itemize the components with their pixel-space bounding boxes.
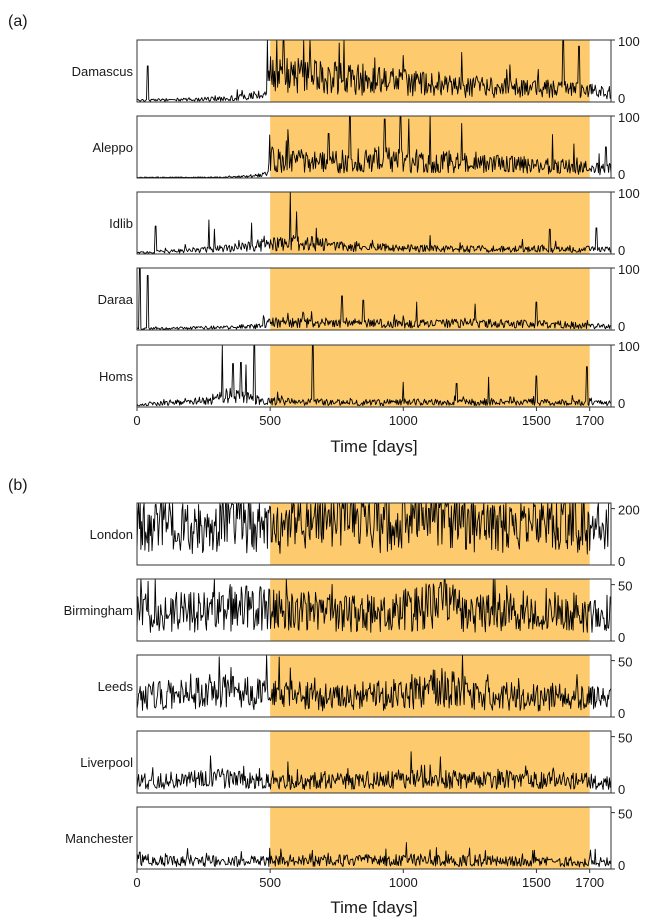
x-axis-title: Time [days] <box>330 437 417 456</box>
y-tick-label: 100 <box>618 186 640 201</box>
x-tick-label: 0 <box>133 413 140 428</box>
y-tick-label: 0 <box>618 858 625 873</box>
series-name-label: Leeds <box>98 679 134 694</box>
x-tick-label: 1700 <box>575 875 604 890</box>
subplot-frame <box>136 39 612 103</box>
y-tick-label: 0 <box>618 630 625 645</box>
subplot-frame <box>136 344 612 408</box>
panel-label: (a) <box>8 13 28 30</box>
series-name-label: Liverpool <box>80 755 133 770</box>
y-tick-label: 100 <box>618 34 640 49</box>
chart-panel-b: (b)London0200Birmingham050Leeds050Liverp… <box>8 477 640 917</box>
series-name-label: Manchester <box>65 831 134 846</box>
series-name-label: Damascus <box>72 64 134 79</box>
series-line-leeds <box>136 654 612 712</box>
subplot-daraa: Daraa 0 100 <box>98 262 640 334</box>
series-line-daraa <box>136 267 612 330</box>
subplot-frame <box>136 267 612 331</box>
subplot-liverpool: Liverpool 0 50 <box>80 730 632 797</box>
series-line-manchester <box>136 842 612 868</box>
subplot-frame <box>136 806 612 870</box>
y-tick-label: 0 <box>618 396 625 411</box>
subplot-damascus: Damascus 0 100 <box>72 34 640 106</box>
y-tick-label: 100 <box>618 110 640 125</box>
subplot-frame <box>136 654 612 718</box>
x-tick-label: 1000 <box>389 413 418 428</box>
series-line-homs <box>136 344 612 407</box>
subplot-birmingham: Birmingham 0 50 <box>64 578 632 645</box>
panel-label: (b) <box>8 477 28 494</box>
series-line-idlib <box>136 191 612 254</box>
subplot-london: London 0 200 <box>90 502 640 569</box>
y-tick-label: 0 <box>618 91 625 106</box>
y-tick-label: 100 <box>618 262 640 277</box>
y-tick-label: 50 <box>618 579 632 594</box>
subplot-frame <box>136 578 612 642</box>
highlight-span <box>270 655 590 717</box>
series-name-label: Homs <box>99 369 133 384</box>
series-name-label: Daraa <box>98 292 134 307</box>
subplot-frame <box>136 502 612 566</box>
series-line-birmingham <box>136 578 612 633</box>
y-tick-label: 200 <box>618 503 640 518</box>
y-tick-label: 50 <box>618 807 632 822</box>
subplot-idlib: Idlib 0 100 <box>109 186 640 258</box>
highlight-span <box>270 268 590 330</box>
x-tick-label: 1500 <box>522 875 551 890</box>
y-tick-label: 0 <box>618 243 625 258</box>
y-tick-label: 0 <box>618 167 625 182</box>
highlight-span <box>270 345 590 407</box>
x-tick-label: 1500 <box>522 413 551 428</box>
y-tick-label: 100 <box>618 339 640 354</box>
y-tick-label: 0 <box>618 554 625 569</box>
y-tick-label: 50 <box>618 655 632 670</box>
x-tick-label: 0 <box>133 875 140 890</box>
subplot-frame <box>136 191 612 255</box>
series-name-label: Aleppo <box>93 140 133 155</box>
series-name-label: London <box>90 527 133 542</box>
series-name-label: Idlib <box>109 216 133 231</box>
series-line-liverpool <box>136 751 612 790</box>
series-line-aleppo <box>136 115 612 179</box>
x-tick-label: 500 <box>259 875 281 890</box>
chart-panel-a: (a) Damascus 0 100 Aleppo 0 100 Idlib 0 100 Daraa 0… <box>8 13 640 456</box>
subplot-aleppo: Aleppo 0 100 <box>93 110 640 182</box>
y-tick-label: 0 <box>618 706 625 721</box>
x-tick-label: 1700 <box>575 413 604 428</box>
subplot-frame <box>136 730 612 794</box>
subplot-frame <box>136 115 612 179</box>
series-line-london <box>136 502 611 555</box>
series-line-damascus <box>136 39 612 102</box>
series-name-label: Birmingham <box>64 603 133 618</box>
y-tick-label: 50 <box>618 731 632 746</box>
y-tick-label: 0 <box>618 782 625 797</box>
y-tick-label: 0 <box>618 319 625 334</box>
subplot-leeds: Leeds 0 50 <box>98 654 632 721</box>
x-axis-title: Time [days] <box>330 898 417 917</box>
x-tick-label: 1000 <box>389 875 418 890</box>
x-tick-label: 500 <box>259 413 281 428</box>
